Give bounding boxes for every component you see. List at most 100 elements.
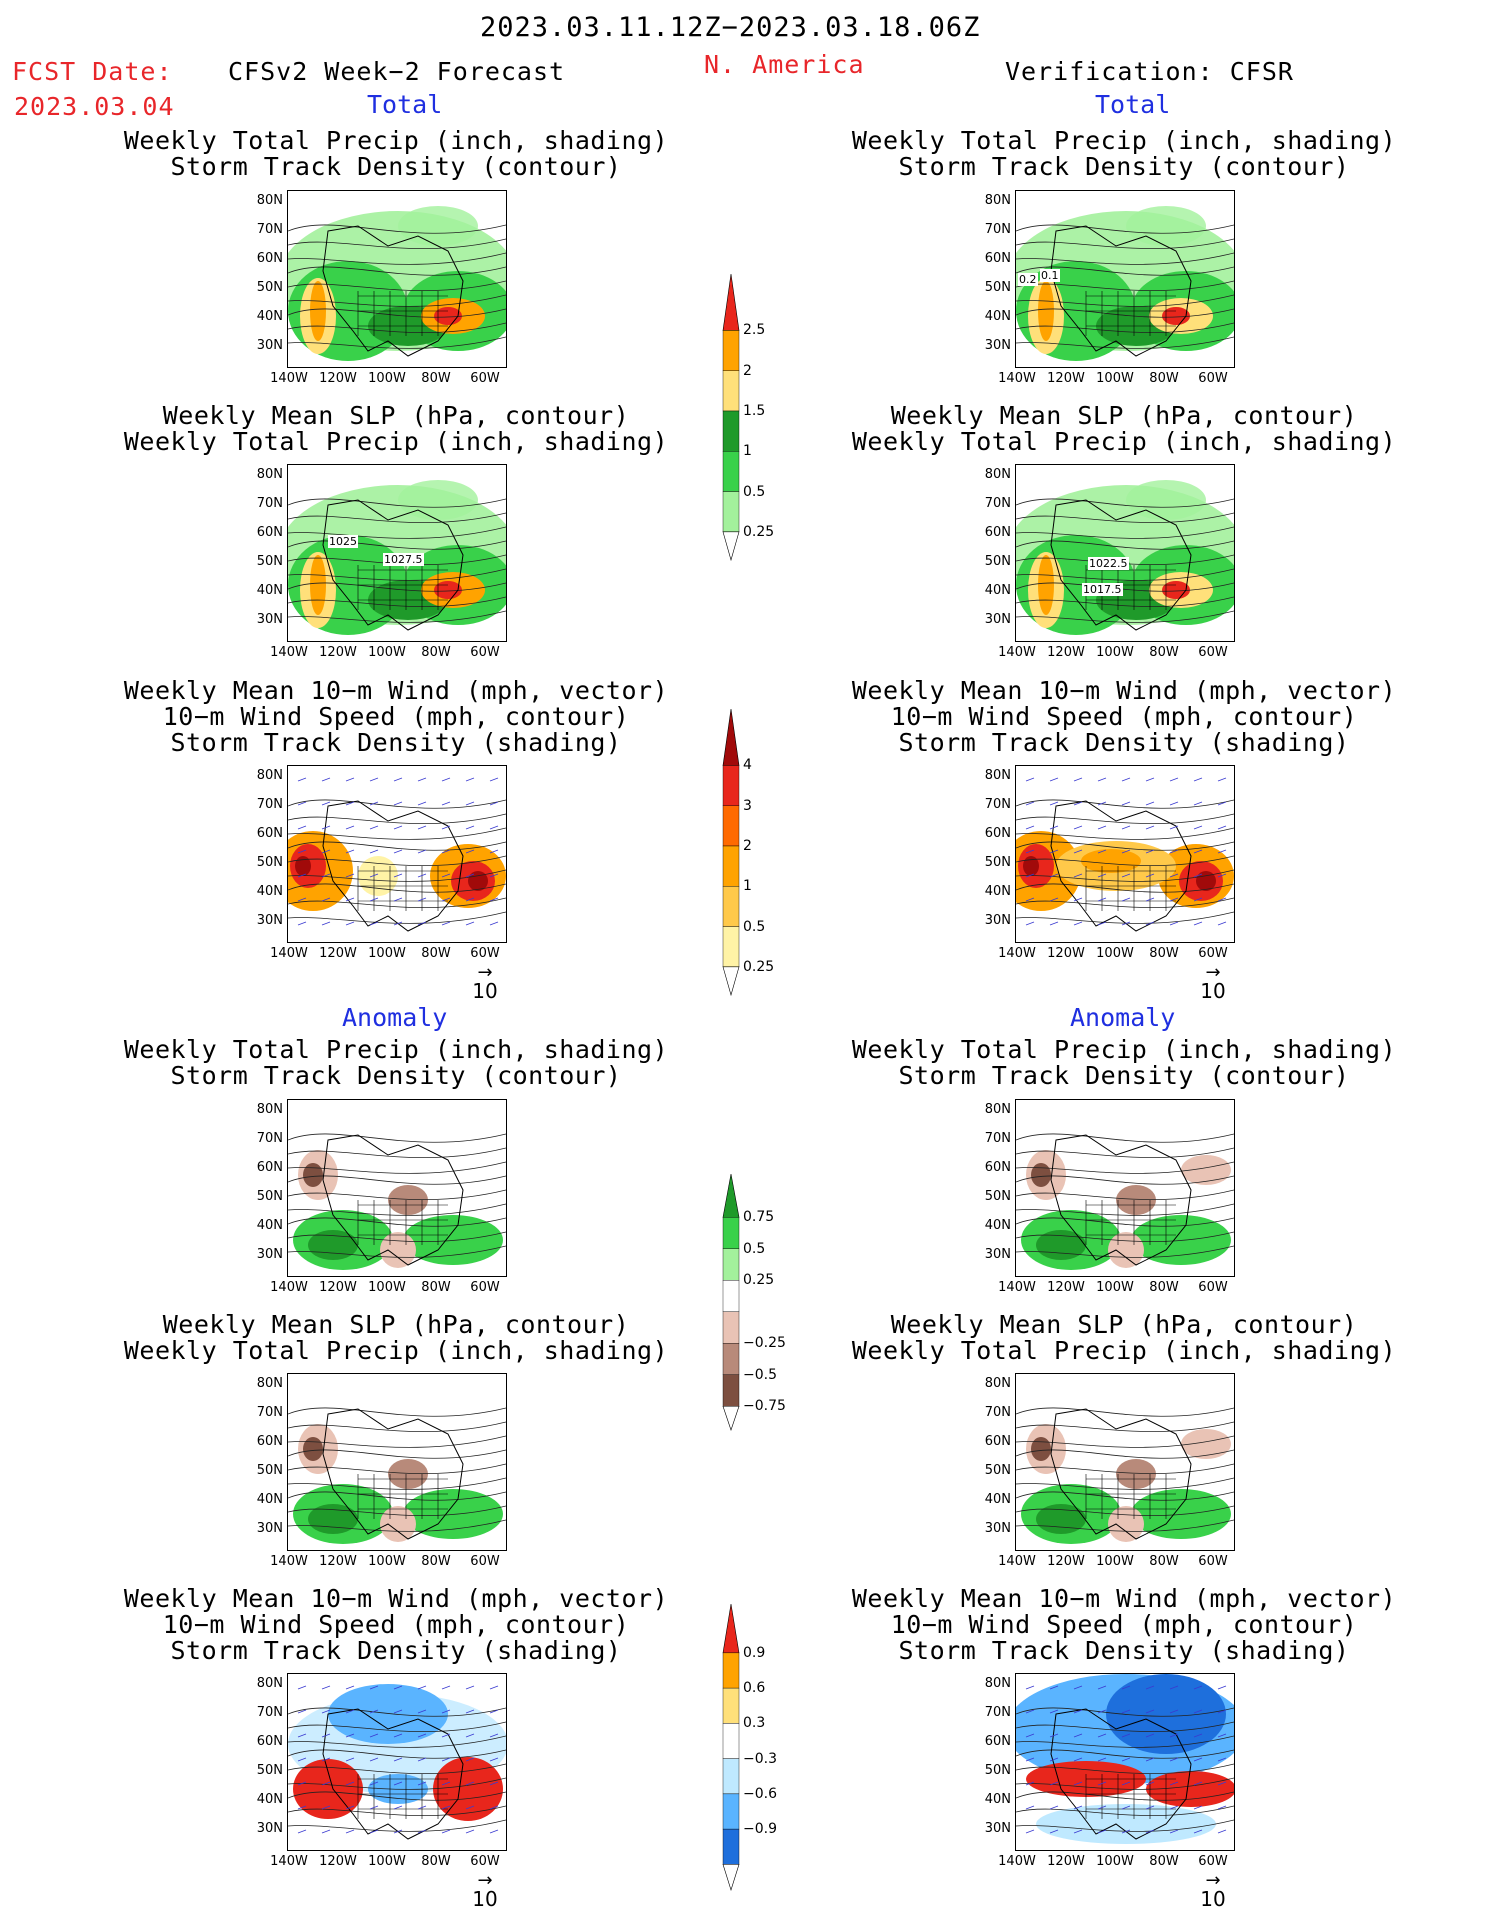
contour-line [288,911,506,924]
lat-label: 80N [984,193,1011,208]
coastline [1050,1134,1192,1266]
wind-vector [345,1685,355,1690]
contour-line [288,1707,506,1717]
colorbar-tick-label: 0.9 [743,1644,766,1661]
wind-vector [369,873,379,878]
wind-vector [1193,1829,1203,1834]
lat-label: 40N [984,309,1011,324]
wind-vector [417,849,427,854]
wind-vector [1025,825,1035,830]
lon-label: 120W [319,371,357,386]
lat-label: 40N [256,1792,283,1807]
lat-label: 60N [984,1734,1011,1749]
precip-anomaly-wet [403,1215,503,1265]
contour-line [288,238,506,250]
lon-label: 80W [421,1280,451,1295]
contour-line [288,1477,506,1490]
wind-vector [1097,1829,1107,1834]
precip-anomaly-wet [1131,1215,1231,1265]
contour-line [1016,1721,1234,1733]
wind-vector [345,825,355,830]
coastline [322,499,464,631]
colorbar-segment [722,765,740,806]
contour-line [288,1805,506,1817]
lon-label: 120W [1047,1554,1085,1569]
contour-line [1016,1463,1234,1475]
wind-vector [345,897,355,902]
wind-vector [369,1781,379,1786]
lat-label: 30N [984,612,1011,627]
wind-vector [1169,849,1179,854]
wind-vector [465,801,475,806]
colorbar-tick-label: 0.25 [743,958,775,975]
contour-line [1016,1203,1234,1216]
wind-vector [1121,1709,1131,1714]
wind-vector [321,1757,331,1762]
precip-anomaly-dry [1108,1232,1144,1268]
wind-vector [297,1781,307,1786]
contour-line [288,308,506,318]
storm-anomaly-positive [1146,1771,1234,1807]
wind-vector [417,921,427,926]
colorbar-segment [722,708,740,766]
wind-vector [321,849,331,854]
wind-vector [441,1829,451,1834]
storm-density-max [1023,856,1039,876]
lat-label: 30N [984,338,1011,353]
lon-label: 120W [319,1854,357,1869]
map-panel [1015,1673,1235,1851]
contour-label: 0.2 [1018,273,1038,286]
wind-vector [321,1781,331,1786]
contour-line [288,1407,506,1417]
lon-label: 80W [1149,946,1179,961]
wind-vector [345,1781,355,1786]
lon-label: 120W [319,1554,357,1569]
contour-line [288,1777,506,1790]
lat-label: 60N [984,826,1011,841]
lat-label: 40N [984,884,1011,899]
wind-vector [1169,1685,1179,1690]
precip-anomaly-dry [1116,1185,1156,1215]
panel-title-line: Storm Track Density (contour) [170,1061,622,1090]
wind-vector [1145,873,1155,878]
colorbar-segment [722,1280,740,1312]
lon-label: 80W [1149,645,1179,660]
lat-label: 80N [256,1376,283,1391]
wind-vector [417,801,427,806]
storm-density-shading [1081,849,1141,873]
wind-vector [1121,1829,1131,1834]
contour-line [1016,1777,1234,1790]
precip-anomaly-dry-strong [303,1437,323,1461]
wind-vector [1145,1805,1155,1810]
contour-line [1016,1161,1234,1174]
wind-vector [345,1709,355,1714]
precip-anomaly-dry [380,1506,416,1542]
lat-label: 80N [256,768,283,783]
colorbar-end [722,1405,740,1431]
wind-vector [297,1709,307,1714]
lon-label: 100W [1096,371,1134,386]
colorbar-segment [722,1793,740,1830]
contour-label: 1017.5 [1082,583,1123,596]
wind-vector [465,777,475,782]
precip-light-shading [398,480,478,520]
lon-label: 80W [1149,371,1179,386]
section-total-left: Total [367,90,443,119]
lon-label: 80W [1149,1554,1179,1569]
colorbar-tick-label: 4 [743,757,752,774]
map-panel: 1025 1027.5 [287,464,507,642]
coastline [1050,800,1192,932]
wind-vector [441,921,451,926]
wind-vector [465,1805,475,1810]
map-panel [287,1373,507,1551]
wind-vector [1169,1805,1179,1810]
contour-line [288,897,506,909]
wind-vector [369,801,379,806]
wind-vector [465,1709,475,1714]
wind-vector [321,1709,331,1714]
wind-vector [1025,849,1035,854]
wind-vector [369,1685,379,1690]
map-panel: 1022.5 1017.5 [1015,464,1235,642]
coastline [322,1708,464,1840]
wind-vector [1145,777,1155,782]
